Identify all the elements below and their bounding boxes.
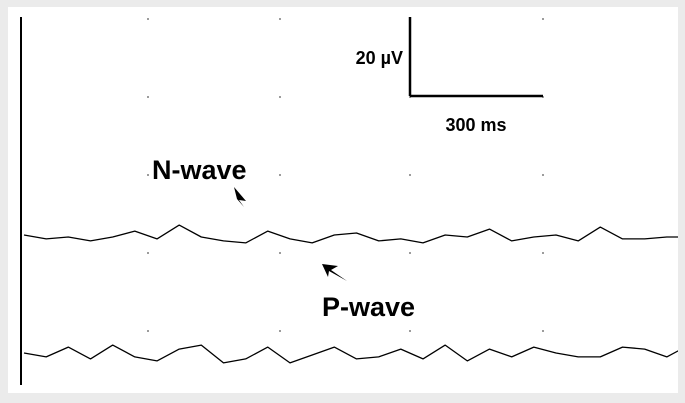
trace-series-lower [24, 343, 678, 363]
grid-dot [147, 18, 149, 20]
grid-dot [147, 174, 149, 176]
grid-dot [147, 252, 149, 254]
scale-bar-time-label: 300 ms [445, 115, 506, 135]
annotation-n-wave: N-wave [152, 155, 247, 207]
figure-panel: 20 µV 300 ms N-wave P-wave [8, 7, 678, 393]
grid-dot [542, 174, 544, 176]
grid-dot [279, 96, 281, 98]
scale-bar: 20 µV 300 ms [356, 17, 543, 135]
p-wave-label: P-wave [322, 292, 415, 322]
grid-dot [279, 18, 281, 20]
annotation-p-wave: P-wave [322, 264, 415, 322]
n-wave-label: N-wave [152, 155, 247, 185]
grid-dot [542, 330, 544, 332]
grid-dot [279, 252, 281, 254]
grid-dot [409, 330, 411, 332]
scale-bar-amplitude-label: 20 µV [356, 48, 403, 68]
grid-dot [409, 174, 411, 176]
traces [24, 199, 678, 363]
trace-series-upper [24, 199, 678, 270]
n-wave-arrowhead [234, 187, 246, 207]
grid-dot [147, 330, 149, 332]
grid-dot [542, 18, 544, 20]
p-wave-arrowhead [322, 264, 347, 281]
grid-dot [409, 252, 411, 254]
grid-dot [279, 174, 281, 176]
chart-svg: 20 µV 300 ms N-wave P-wave [8, 7, 678, 393]
grid-dot [279, 330, 281, 332]
grid-dot [147, 96, 149, 98]
grid-dot [542, 252, 544, 254]
